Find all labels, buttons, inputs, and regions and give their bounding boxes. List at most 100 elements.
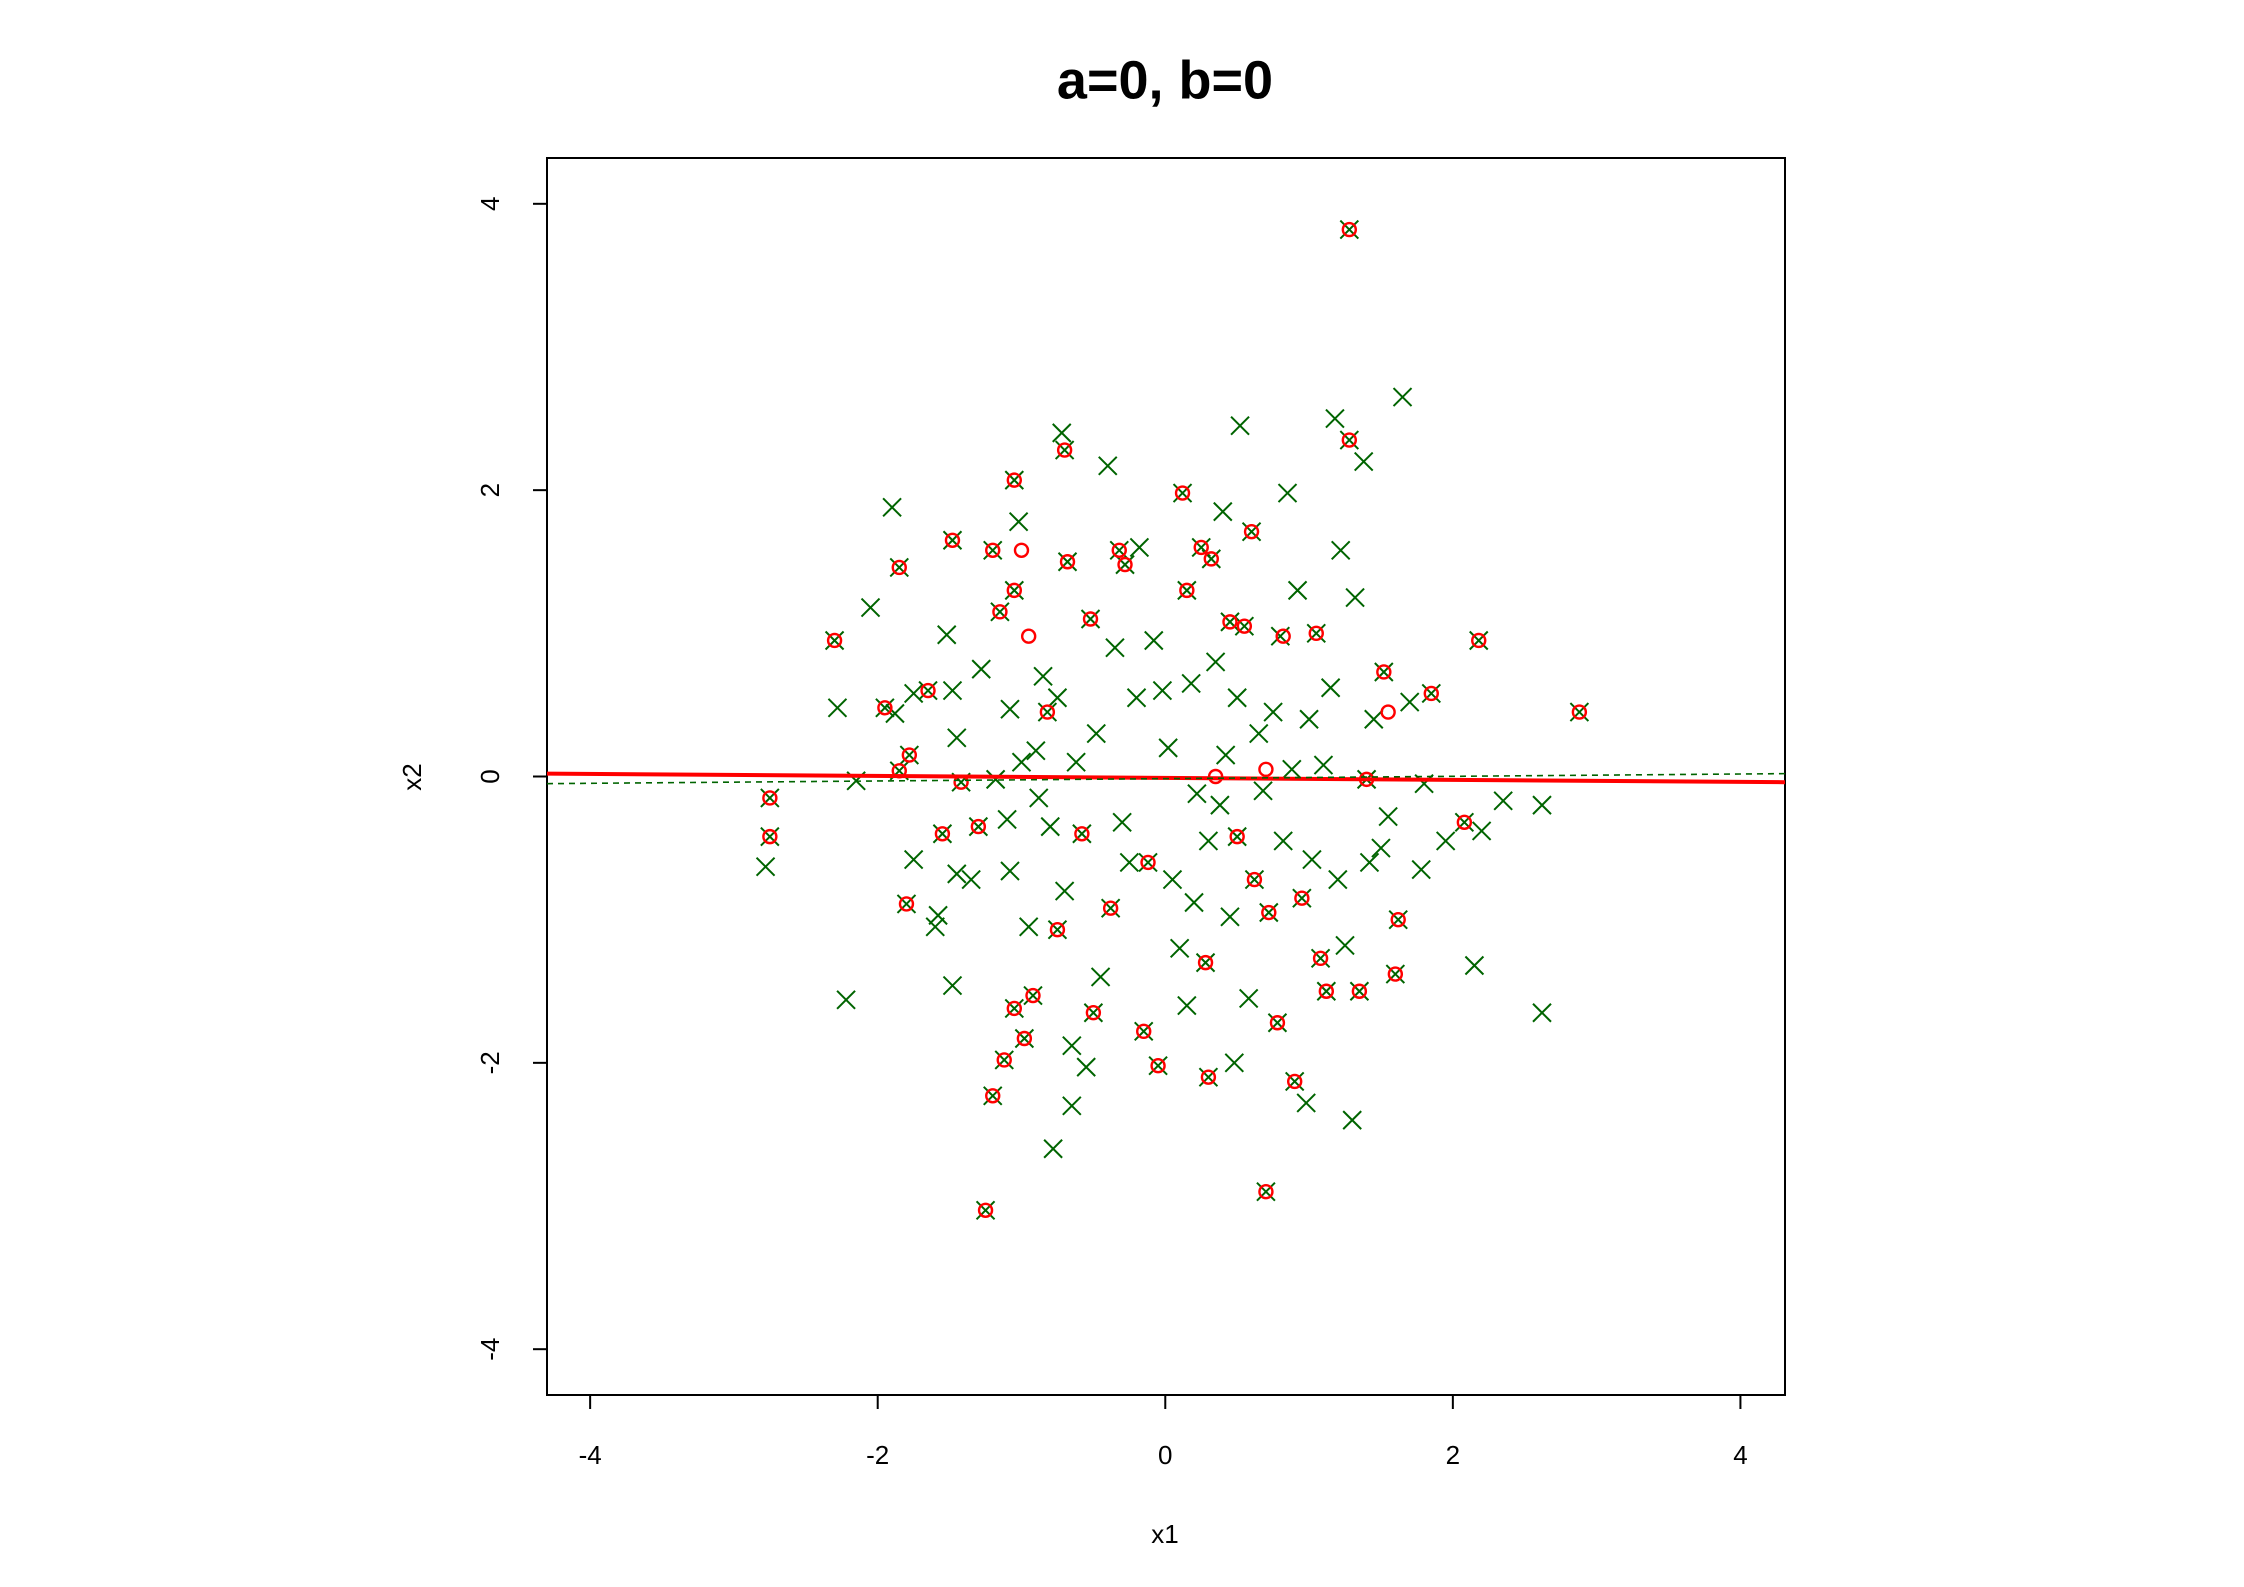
circle-point (1085, 1005, 1102, 1021)
circle-point (1312, 950, 1329, 967)
circle-point (762, 790, 778, 806)
cross-point (997, 809, 1017, 830)
cross-point (961, 869, 981, 890)
circle-point (1006, 582, 1023, 599)
circle-point (1117, 556, 1133, 573)
x-axis-label: x1 (1151, 1519, 1178, 1549)
circle-point (1258, 1183, 1274, 1200)
cross-point (1129, 537, 1150, 558)
cross-point (1320, 678, 1341, 698)
chart-title: a=0, b=0 (1057, 50, 1273, 110)
cross-point (1287, 580, 1308, 601)
cross-point (1213, 501, 1233, 522)
cross-point (1162, 869, 1183, 890)
x-tick-label: 4 (1733, 1440, 1747, 1470)
cross-point (860, 597, 881, 618)
circle-point (1571, 704, 1588, 720)
y-tick-label: 4 (475, 197, 505, 211)
cross-point (1220, 612, 1240, 632)
circle-point (1423, 685, 1439, 702)
cross-point (1080, 609, 1101, 629)
cross-point (1454, 812, 1475, 833)
cross-point (1033, 666, 1053, 686)
circle-point (1179, 582, 1195, 599)
cross-point (1008, 511, 1029, 532)
cross-point (1083, 1003, 1104, 1023)
cross-point (928, 905, 948, 926)
cross-point (1400, 692, 1420, 712)
circle-point (1111, 542, 1127, 558)
circle-point (1275, 628, 1291, 644)
cross-point (975, 1200, 996, 1221)
circle-point (1200, 1069, 1217, 1085)
cross-point (1328, 869, 1348, 890)
cross-point (1259, 902, 1279, 923)
cross-point (824, 630, 845, 651)
cross-point (1325, 408, 1345, 429)
cross-point (1098, 456, 1118, 476)
cross-point (1029, 788, 1049, 808)
circle-point (901, 747, 918, 763)
cross-point (1198, 1067, 1219, 1087)
cross-point (1134, 1021, 1154, 1042)
circle-point (970, 818, 987, 835)
circle-point (1341, 221, 1358, 238)
cross-point (1066, 752, 1086, 772)
cross-point (1421, 683, 1441, 704)
circle-point (1150, 1058, 1166, 1074)
cross-point (1296, 1093, 1316, 1113)
cross-point (1062, 1096, 1082, 1116)
cross-point (1227, 688, 1247, 708)
x-tick-label: -4 (579, 1440, 602, 1470)
circle-point (762, 828, 778, 845)
cross-point (1109, 540, 1129, 560)
cross-point (1047, 688, 1068, 708)
circle-point (1286, 1073, 1303, 1090)
circle-point (985, 1088, 1001, 1104)
cross-point (1152, 680, 1173, 701)
cross-point (760, 826, 780, 847)
circle-point (1456, 814, 1473, 831)
circle-point (1380, 704, 1396, 720)
cross-point (1177, 580, 1197, 601)
cross-point (1040, 816, 1060, 837)
cross-point (1277, 483, 1298, 503)
cross-point (1000, 699, 1020, 719)
cross-point (1187, 783, 1207, 804)
y-tick-label: 0 (475, 769, 505, 783)
cross-point (1224, 1053, 1245, 1073)
circle-point (1197, 954, 1214, 971)
circle-point (1025, 987, 1041, 1004)
cross-point (1435, 831, 1456, 851)
circle-point (1471, 632, 1487, 649)
cross-point (1385, 964, 1406, 984)
circle-point (1193, 539, 1209, 556)
y-tick-label: 2 (475, 483, 505, 497)
cross-point (932, 824, 953, 844)
circle-point (1016, 1030, 1033, 1047)
cross-point (937, 625, 957, 645)
cross-point (1414, 773, 1434, 794)
cross-point (1018, 917, 1039, 937)
cross-point (1172, 483, 1193, 503)
cross-point (983, 540, 1003, 560)
cross-point (925, 917, 945, 937)
cross-point (1392, 387, 1413, 407)
cross-point (942, 680, 963, 701)
cross-point (1284, 1071, 1305, 1092)
cross-point (1388, 909, 1408, 930)
cross-point (1299, 709, 1319, 729)
cross-point (1302, 849, 1322, 870)
cross-point (1062, 1035, 1082, 1056)
circle-point (1351, 983, 1368, 999)
cross-point (1198, 831, 1219, 851)
cross-point (1195, 952, 1216, 973)
cross-point (1023, 985, 1043, 1006)
cross-point (1072, 824, 1092, 844)
circle-point (1006, 472, 1023, 488)
cross-point (1364, 709, 1384, 729)
cross-point (1158, 738, 1178, 758)
cross-point (1330, 540, 1351, 560)
cross-point (889, 557, 909, 578)
circle-point (1222, 614, 1238, 630)
